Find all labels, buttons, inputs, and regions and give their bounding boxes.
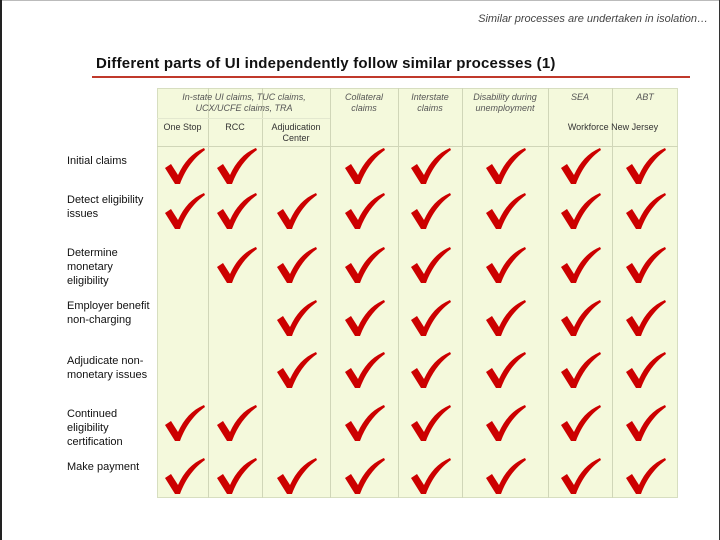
checkmark-icon: [342, 245, 386, 285]
checkmark-icon: [623, 146, 667, 186]
checkmark-icon: [214, 456, 258, 496]
checkmark-icon: [623, 245, 667, 285]
header-one-stop: One Stop: [163, 122, 202, 132]
row-label-initial-claims: Initial claims: [67, 155, 127, 167]
checkmark-icon: [623, 456, 667, 496]
checkmark-icon: [483, 146, 527, 186]
row-label-monetary-eligibility: Determine monetary eligibility: [67, 247, 118, 287]
checkmark-icon: [274, 350, 318, 390]
checkmark-icon: [162, 403, 206, 443]
header-collateral-claims: Collateral claims: [344, 92, 384, 113]
checkmark-icon: [274, 245, 318, 285]
checkmark-icon: [342, 298, 386, 338]
checkmark-icon: [342, 456, 386, 496]
checkmark-icon: [483, 456, 527, 496]
checkmark-icon: [162, 191, 206, 231]
header-divider: [157, 118, 330, 119]
checkmark-icon: [558, 191, 602, 231]
left-border: [0, 0, 2, 540]
checkmark-icon: [483, 245, 527, 285]
checkmark-icon: [558, 403, 602, 443]
header-abt: ABT: [636, 92, 654, 102]
checkmark-icon: [558, 456, 602, 496]
checkmark-icon: [342, 146, 386, 186]
checkmark-icon: [274, 191, 318, 231]
checkmark-icon: [483, 298, 527, 338]
column-divider: [612, 88, 613, 498]
checkmark-icon: [408, 191, 452, 231]
checkmark-icon: [558, 146, 602, 186]
header-disability: Disability during unemployment: [473, 92, 537, 113]
row-label-employer-noncharging: Employer benefit non-charging: [67, 300, 150, 326]
slide-subtitle: Similar processes are undertaken in isol…: [478, 13, 708, 25]
checkmark-icon: [214, 191, 258, 231]
checkmark-icon: [214, 245, 258, 285]
checkmark-icon: [408, 403, 452, 443]
checkmark-icon: [274, 298, 318, 338]
checkmark-icon: [342, 403, 386, 443]
column-divider: [462, 88, 463, 498]
instate-group-header: In-state UI claims, TUC claims, UCX/UCFE…: [182, 92, 306, 113]
header-rcc: RCC: [225, 122, 245, 132]
column-divider: [330, 88, 331, 498]
checkmark-icon: [408, 298, 452, 338]
checkmark-icon: [408, 146, 452, 186]
checkmark-icon: [623, 350, 667, 390]
slide-title: Different parts of UI independently foll…: [96, 55, 556, 72]
header-workforce-new-jersey: Workforce New Jersey: [567, 122, 659, 132]
header-bottom-line: [157, 146, 678, 147]
checkmark-icon: [214, 403, 258, 443]
checkmark-icon: [408, 350, 452, 390]
row-label-detect-eligibility: Detect eligibility issues: [67, 194, 144, 220]
row-label-continued-eligibility: Continued eligibility certification: [67, 408, 123, 448]
checkmark-icon: [162, 146, 206, 186]
column-divider: [208, 88, 209, 498]
checkmark-icon: [623, 403, 667, 443]
header-interstate-claims: Interstate claims: [411, 92, 449, 113]
checkmark-icon: [558, 298, 602, 338]
checkmark-icon: [558, 350, 602, 390]
checkmark-icon: [558, 245, 602, 285]
checkmark-icon: [408, 245, 452, 285]
checkmark-icon: [483, 350, 527, 390]
checkmark-icon: [214, 146, 258, 186]
header-adjudication-center: Adjudication Center: [271, 122, 321, 143]
checkmark-icon: [274, 456, 318, 496]
checkmark-icon: [623, 191, 667, 231]
checkmark-icon: [623, 298, 667, 338]
checkmark-icon: [408, 456, 452, 496]
title-underline: [92, 76, 690, 78]
checkmark-icon: [342, 191, 386, 231]
row-label-adjudicate-nonmonetary: Adjudicate non-monetary issues: [67, 355, 148, 381]
checkmark-icon: [162, 456, 206, 496]
header-sea: SEA: [570, 92, 589, 102]
column-divider: [398, 88, 399, 498]
checkmark-icon: [483, 191, 527, 231]
checkmark-icon: [342, 350, 386, 390]
row-label-make-payment: Make payment: [67, 461, 140, 473]
checkmark-icon: [483, 403, 527, 443]
column-divider: [262, 88, 263, 498]
column-divider: [548, 88, 549, 498]
top-border: [0, 0, 720, 1]
